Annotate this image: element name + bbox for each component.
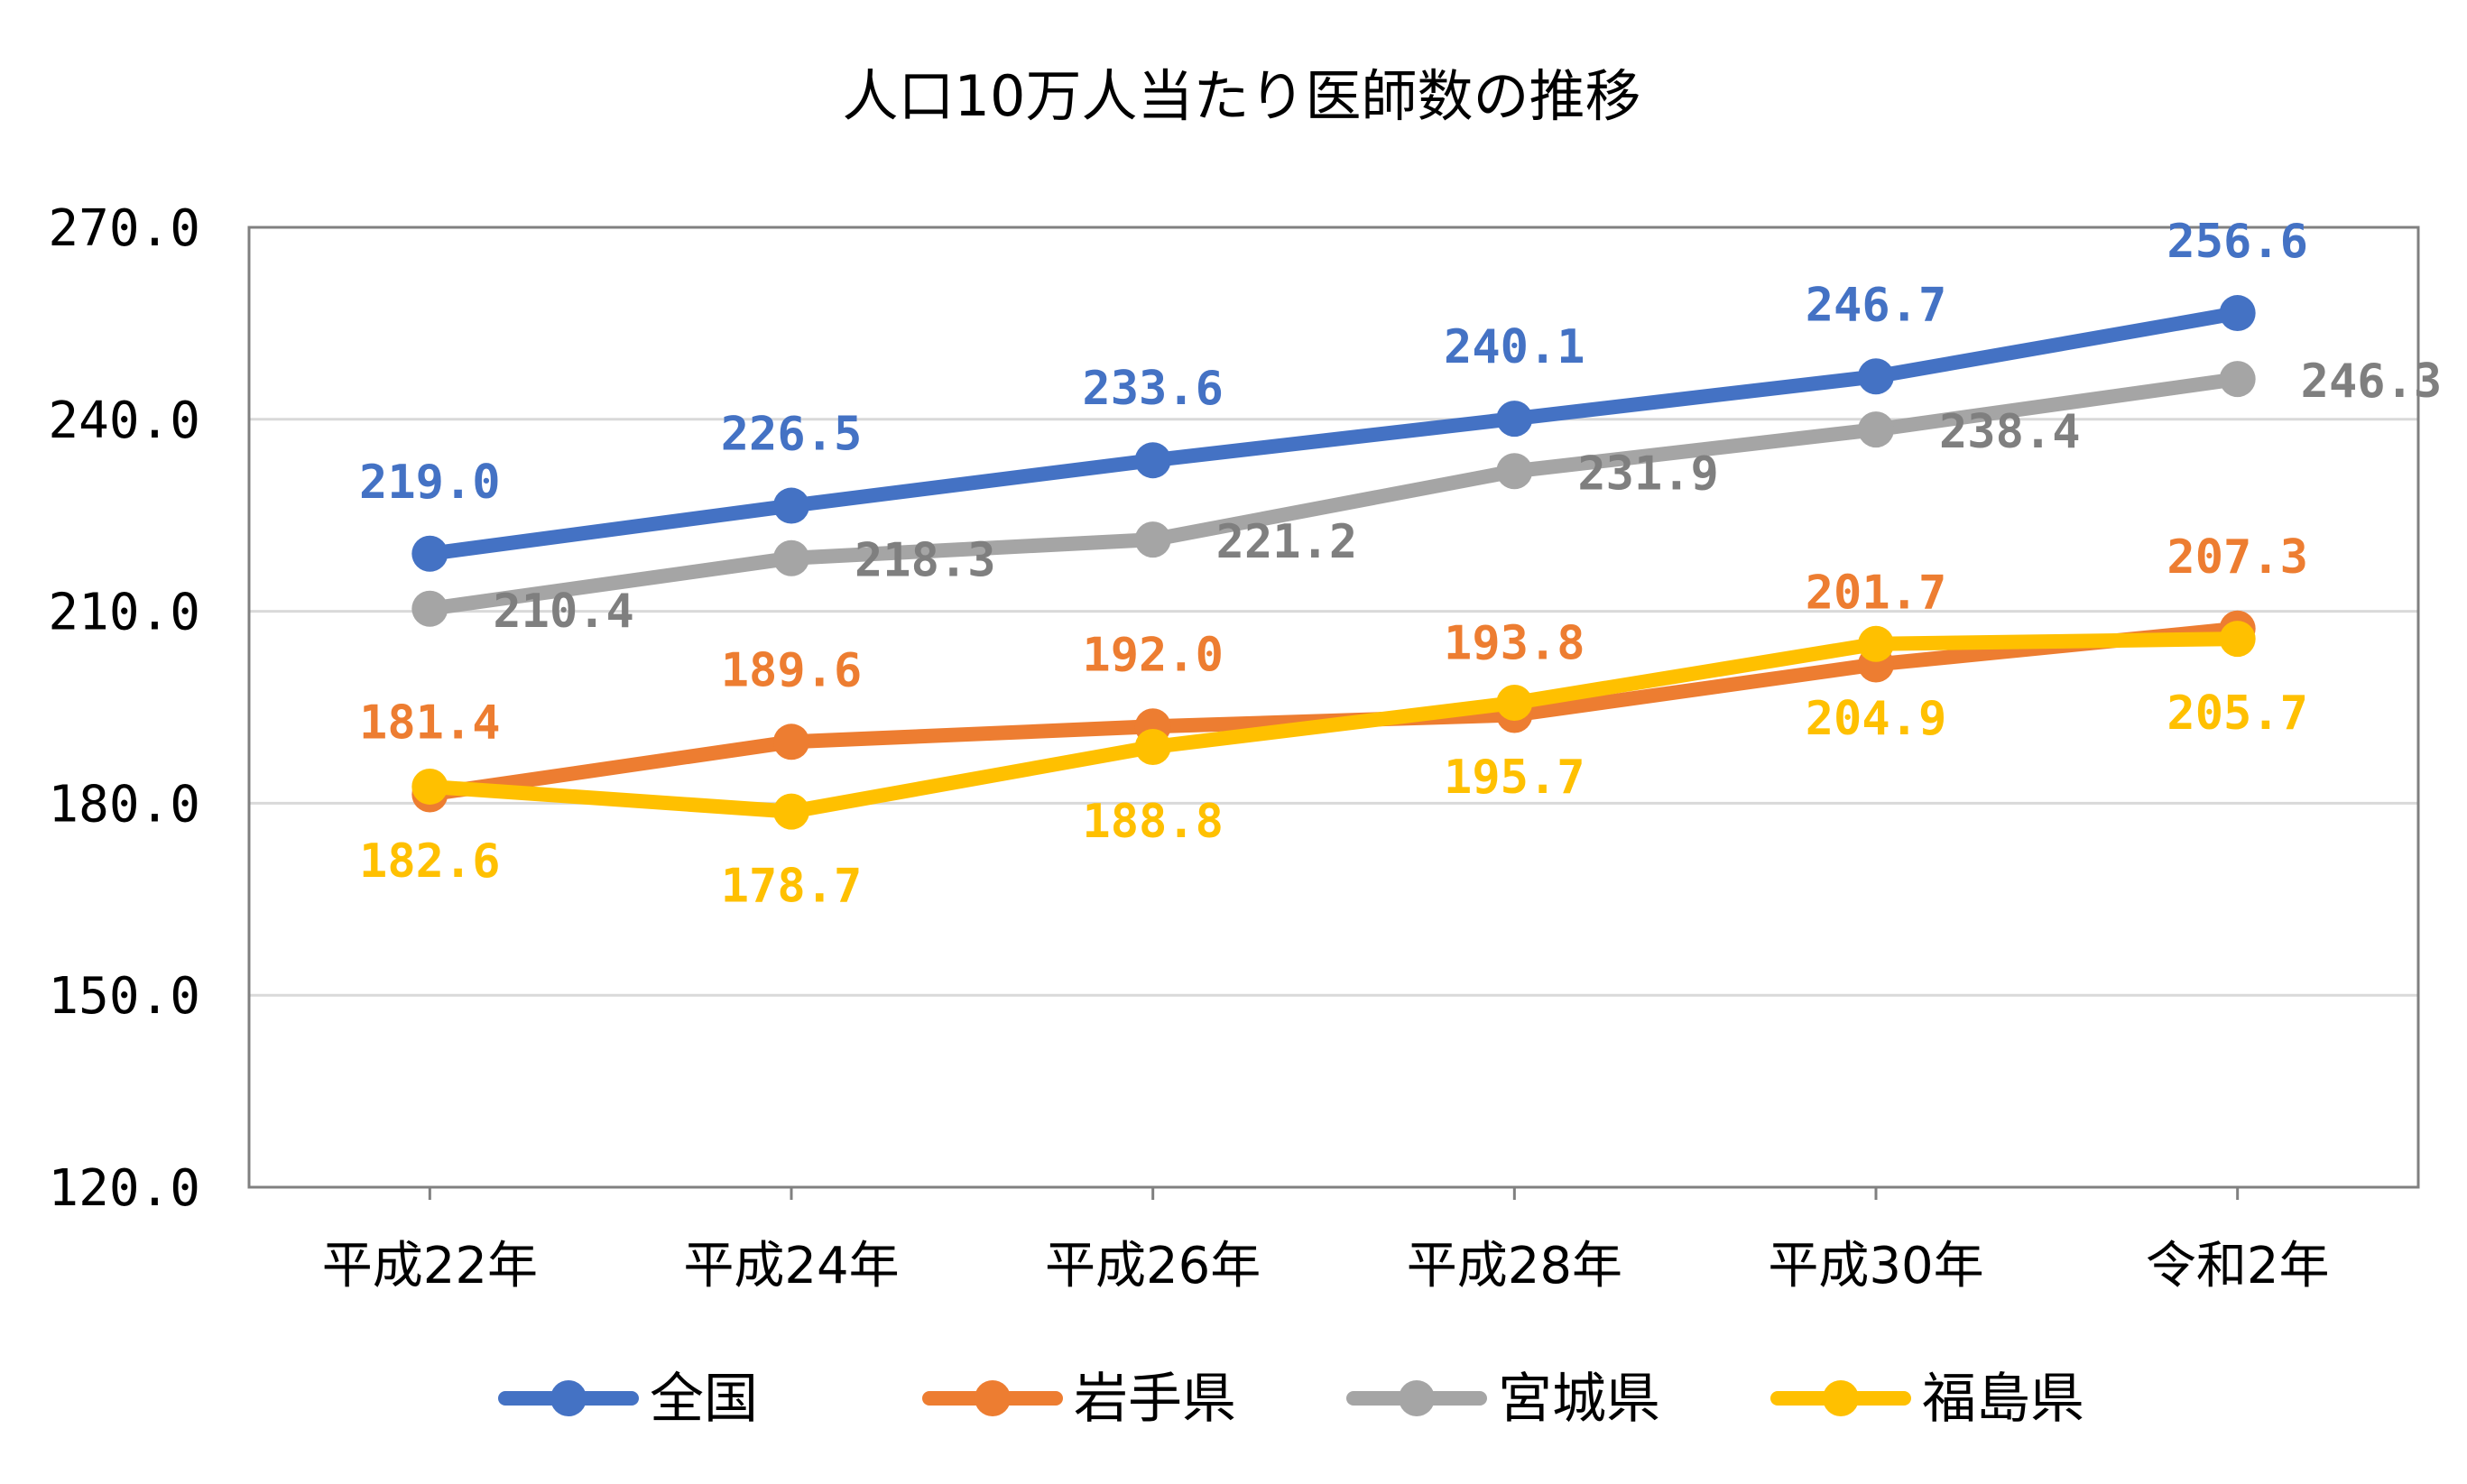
x-tick-label: 平成28年: [1407, 1237, 1622, 1295]
data-label: 181.4: [359, 696, 501, 750]
data-label: 189.6: [721, 643, 863, 697]
data-label: 226.5: [721, 408, 863, 462]
series-4: [411, 621, 2256, 830]
legend-label: 福島県: [1922, 1368, 2084, 1431]
data-label: 178.7: [721, 860, 863, 914]
data-label: 182.6: [359, 834, 501, 889]
data-labels: 219.0 226.5 233.6 240.1 246.7 256.6 181.4 189.6…: [359, 215, 2442, 914]
data-label: 246.3: [2301, 355, 2443, 409]
data-point: [773, 539, 809, 576]
data-point: [2219, 621, 2256, 658]
legend-marker: [550, 1380, 587, 1416]
legend-marker: [1823, 1380, 1859, 1416]
data-label: 201.7: [1806, 566, 1947, 620]
legend-item: 全国: [498, 1368, 758, 1431]
data-label: 205.7: [2167, 687, 2308, 741]
data-label: 195.7: [1444, 751, 1585, 805]
data-label: 204.9: [1806, 692, 1947, 746]
x-tick-label: 平成24年: [683, 1237, 899, 1295]
y-tick-label: 270.0: [48, 199, 200, 258]
x-tick-label: 平成30年: [1768, 1237, 1983, 1295]
legend-item: 宮城県: [1346, 1368, 1660, 1431]
data-point: [1858, 625, 1894, 662]
data-point: [1134, 728, 1171, 765]
data-point: [773, 793, 809, 830]
data-label: 221.2: [1216, 515, 1358, 569]
legend-item: 岩手県: [922, 1368, 1236, 1431]
axes: 120.0 150.0 180.0 210.0 240.0 270.0 平成22年 平成24年…: [48, 199, 2420, 1295]
data-point: [411, 535, 448, 572]
y-tick-label: 210.0: [48, 584, 200, 642]
series-line: [422, 631, 2245, 819]
data-point: [773, 724, 809, 760]
data-point: [1496, 685, 1533, 722]
data-label: 188.8: [1082, 795, 1224, 849]
plot-area-border: [247, 226, 2420, 1189]
data-label: 210.4: [493, 585, 634, 639]
data-label: 238.4: [1939, 405, 2081, 459]
data-point: [1134, 442, 1171, 479]
series-line: [422, 372, 2245, 616]
data-label: 233.6: [1082, 362, 1224, 416]
data-label: 193.8: [1444, 617, 1585, 671]
data-point: [1858, 411, 1894, 448]
data-point: [1858, 358, 1894, 395]
legend-label: 岩手県: [1074, 1368, 1236, 1431]
data-label: 192.0: [1082, 628, 1224, 682]
data-point: [411, 590, 448, 627]
data-point: [1496, 401, 1533, 438]
data-label: 219.0: [359, 456, 501, 510]
data-point: [773, 487, 809, 524]
legend-label: 全国: [650, 1368, 758, 1431]
series-line: [422, 306, 2245, 561]
x-tick-label: 令和2年: [2146, 1237, 2330, 1295]
y-tick-label: 120.0: [48, 1159, 200, 1218]
data-point: [1496, 453, 1533, 490]
data-label: 246.7: [1806, 278, 1947, 332]
y-tick-label: 150.0: [48, 967, 200, 1026]
legend-marker: [975, 1380, 1011, 1416]
data-label: 240.1: [1444, 320, 1585, 374]
series-layer: [411, 295, 2256, 830]
data-label: 207.3: [2167, 530, 2308, 585]
series-line: [422, 621, 2245, 802]
data-label: 218.3: [855, 534, 996, 588]
data-point: [2219, 361, 2256, 398]
legend-marker: [1399, 1380, 1435, 1416]
legend-item: 福島県: [1770, 1368, 2084, 1431]
data-label: 256.6: [2167, 215, 2308, 269]
data-point: [1134, 521, 1171, 558]
chart-title: 人口10万人当たり医師数の推移: [843, 63, 1641, 129]
data-point: [2219, 295, 2256, 332]
series-3: [411, 361, 2256, 627]
data-point: [411, 768, 448, 805]
legend-label: 宮城県: [1498, 1368, 1660, 1431]
series-1: [411, 295, 2256, 572]
y-tick-label: 180.0: [48, 775, 200, 834]
x-tick-label: 平成22年: [322, 1237, 538, 1295]
y-tick-label: 240.0: [48, 392, 200, 450]
data-label: 231.9: [1577, 447, 1719, 501]
x-tick-label: 平成26年: [1045, 1237, 1261, 1295]
legend: 全国 岩手県 宮城県 福島県: [498, 1368, 2084, 1431]
